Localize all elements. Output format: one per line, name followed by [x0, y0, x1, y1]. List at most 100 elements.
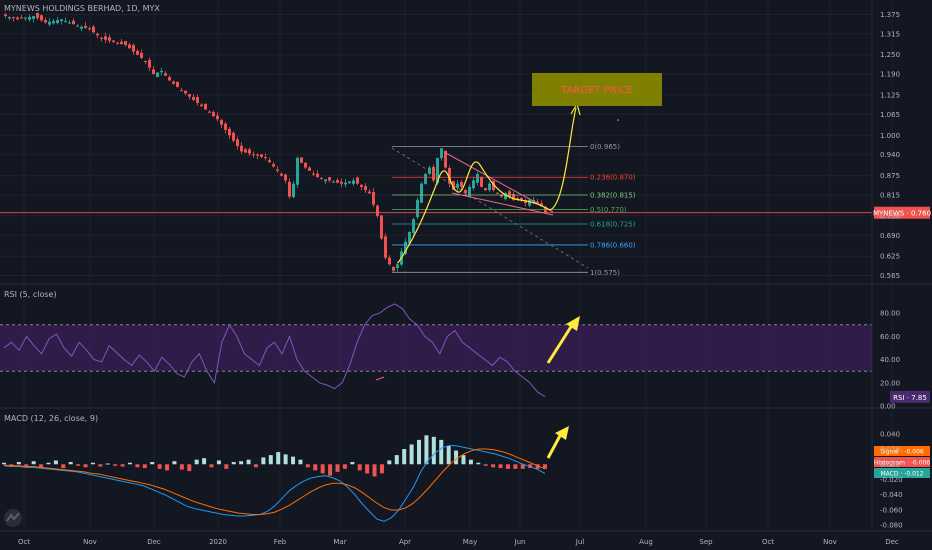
macd-histogram-bar[interactable]	[253, 464, 258, 468]
candle[interactable]	[176, 81, 179, 87]
macd-histogram-bar[interactable]	[379, 464, 384, 474]
macd-histogram-bar[interactable]	[291, 456, 296, 465]
macd-histogram-bar[interactable]	[9, 464, 14, 466]
tradingview-logo[interactable]	[4, 509, 22, 527]
macd-histogram-bar[interactable]	[520, 464, 525, 469]
candle[interactable]	[440, 148, 443, 159]
macd-histogram-bar[interactable]	[68, 461, 73, 465]
candle[interactable]	[228, 128, 231, 136]
candle[interactable]	[508, 191, 511, 197]
candle[interactable]	[504, 193, 507, 200]
candle[interactable]	[372, 192, 375, 205]
macd-histogram-bar[interactable]	[483, 464, 488, 466]
macd-histogram-bar[interactable]	[365, 464, 370, 474]
candle[interactable]	[424, 174, 427, 184]
candle[interactable]	[460, 182, 463, 187]
candle[interactable]	[32, 16, 35, 19]
candle[interactable]	[388, 257, 391, 265]
macd-histogram-bar[interactable]	[335, 464, 340, 472]
macd-histogram-bar[interactable]	[90, 462, 95, 465]
macd-histogram-bar[interactable]	[31, 461, 36, 465]
candle[interactable]	[52, 20, 55, 24]
candle[interactable]	[108, 37, 111, 41]
macd-histogram-bar[interactable]	[142, 464, 147, 469]
macd-histogram-bar[interactable]	[491, 464, 496, 468]
candle[interactable]	[20, 17, 23, 19]
candle[interactable]	[296, 157, 299, 185]
rsi-pane[interactable]: RSI · 7.85	[0, 303, 930, 403]
candle[interactable]	[256, 154, 259, 156]
macd-histogram-bar[interactable]	[16, 461, 21, 465]
candle[interactable]	[136, 50, 139, 55]
candle[interactable]	[532, 199, 535, 202]
macd-histogram-bar[interactable]	[268, 455, 273, 465]
macd-histogram-bar[interactable]	[417, 439, 422, 465]
candle[interactable]	[4, 14, 7, 17]
candle[interactable]	[496, 192, 499, 194]
macd-histogram-bar[interactable]	[505, 464, 510, 469]
candle[interactable]	[516, 198, 519, 200]
candle[interactable]	[476, 174, 479, 183]
macd-histogram-bar[interactable]	[61, 464, 66, 469]
macd-histogram-bar[interactable]	[350, 461, 355, 465]
candle[interactable]	[124, 41, 127, 46]
candle[interactable]	[280, 173, 283, 176]
candle[interactable]	[480, 177, 483, 187]
macd-histogram-bar[interactable]	[150, 461, 155, 465]
candle[interactable]	[232, 132, 235, 141]
candle[interactable]	[384, 236, 387, 258]
macd-histogram-bar[interactable]	[328, 464, 333, 476]
candle[interactable]	[344, 182, 347, 185]
macd-histogram-bar[interactable]	[76, 464, 81, 466]
candle[interactable]	[332, 181, 335, 183]
candle[interactable]	[16, 17, 19, 20]
candle[interactable]	[100, 37, 103, 39]
candle[interactable]	[184, 90, 187, 94]
candle[interactable]	[148, 59, 151, 68]
macd-histogram-bar[interactable]	[187, 464, 192, 472]
macd-histogram-bar[interactable]	[83, 464, 88, 468]
candle[interactable]	[28, 16, 31, 20]
candle[interactable]	[128, 44, 131, 49]
candle[interactable]	[56, 20, 59, 24]
candle[interactable]	[260, 154, 263, 157]
macd-histogram-bar[interactable]	[431, 436, 436, 465]
projection-curve[interactable]	[397, 107, 577, 264]
candle[interactable]	[392, 266, 395, 271]
candle[interactable]	[236, 139, 239, 147]
candle[interactable]	[76, 25, 79, 27]
candle[interactable]	[360, 184, 363, 187]
candle[interactable]	[540, 203, 543, 207]
candle[interactable]	[288, 181, 291, 197]
candle[interactable]	[488, 183, 491, 191]
candle[interactable]	[96, 33, 99, 36]
macd-histogram-bar[interactable]	[231, 461, 236, 465]
candle[interactable]	[304, 162, 307, 168]
candle[interactable]	[284, 174, 287, 181]
candle[interactable]	[468, 186, 471, 197]
candle[interactable]	[240, 145, 243, 152]
candle[interactable]	[188, 93, 191, 97]
candle[interactable]	[272, 164, 275, 167]
fib-trend-line[interactable]	[391, 147, 589, 269]
candle[interactable]	[192, 96, 195, 100]
wedge-lower-line[interactable]	[451, 192, 554, 216]
macd-histogram-bar[interactable]	[216, 460, 221, 465]
macd-histogram-bar[interactable]	[513, 464, 518, 469]
candle[interactable]	[112, 40, 115, 42]
candle[interactable]	[412, 219, 415, 233]
macd-histogram-bar[interactable]	[24, 464, 29, 467]
target-price-box[interactable]	[532, 73, 662, 106]
macd-histogram-bar[interactable]	[476, 462, 481, 465]
macd-histogram-bar[interactable]	[543, 464, 547, 469]
macd-histogram-bar[interactable]	[165, 464, 170, 471]
candle[interactable]	[320, 177, 323, 179]
macd-histogram-bar[interactable]	[305, 464, 310, 468]
candle[interactable]	[484, 188, 487, 191]
macd-histogram-bar[interactable]	[424, 435, 429, 465]
macd-histogram-bar[interactable]	[105, 463, 110, 465]
candle[interactable]	[492, 180, 495, 191]
candle[interactable]	[444, 150, 447, 168]
candle[interactable]	[160, 70, 163, 73]
candle[interactable]	[336, 180, 339, 183]
